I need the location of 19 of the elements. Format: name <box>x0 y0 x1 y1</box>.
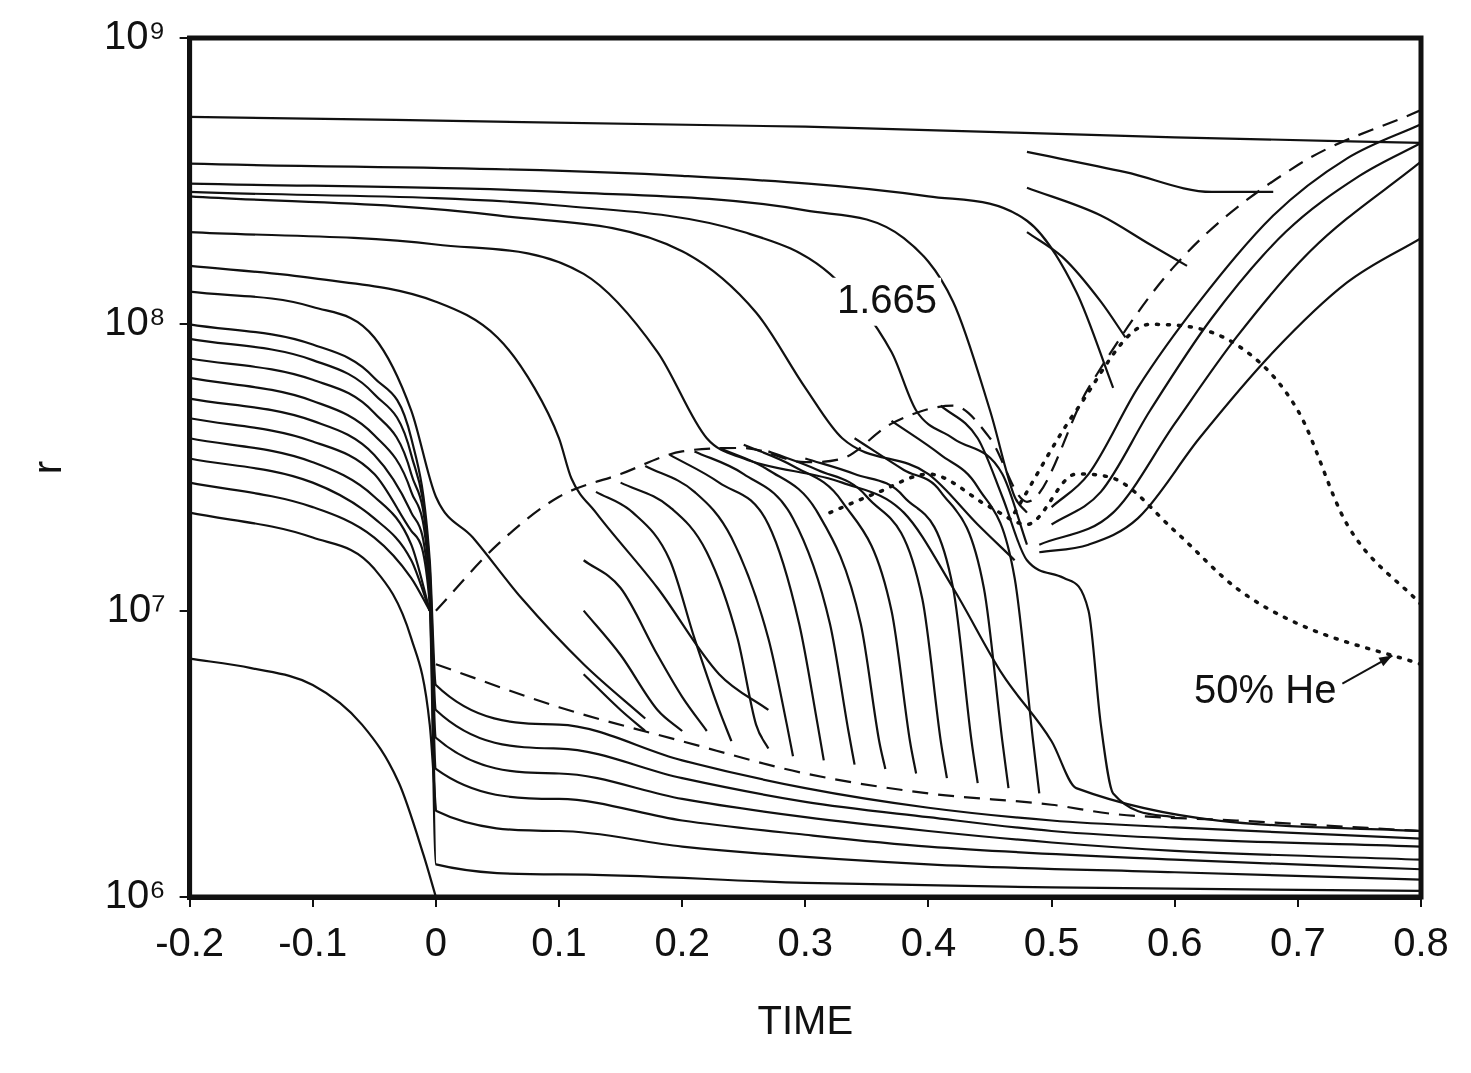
y-tick-label: 10⁶ <box>104 872 166 917</box>
x-tick-label: -0.2 <box>155 920 225 965</box>
x-tick-label: 0.2 <box>654 920 710 965</box>
x-tick-label: 0.7 <box>1270 920 1326 965</box>
x-axis-title: TIME <box>757 998 854 1043</box>
y-axis-title: r <box>25 460 70 475</box>
x-tick-label: 0.8 <box>1393 920 1449 965</box>
y-tick-label: 10⁷ <box>106 585 166 630</box>
x-tick-label: 0.5 <box>1023 920 1080 965</box>
x-tick-label: 0.4 <box>900 920 957 965</box>
y-tick-label: 10⁸ <box>104 299 166 344</box>
x-tick-label: 0 <box>424 920 448 965</box>
y-tick-label: 10⁹ <box>104 13 166 58</box>
x-tick-label: 0.3 <box>777 920 834 965</box>
x-tick-label: 0.1 <box>531 920 587 965</box>
annotation: 50% He <box>1194 666 1337 711</box>
x-tick-label: 0.6 <box>1146 920 1203 965</box>
x-tick-label: -0.1 <box>278 920 348 965</box>
series-label: 1.665 <box>836 276 938 321</box>
